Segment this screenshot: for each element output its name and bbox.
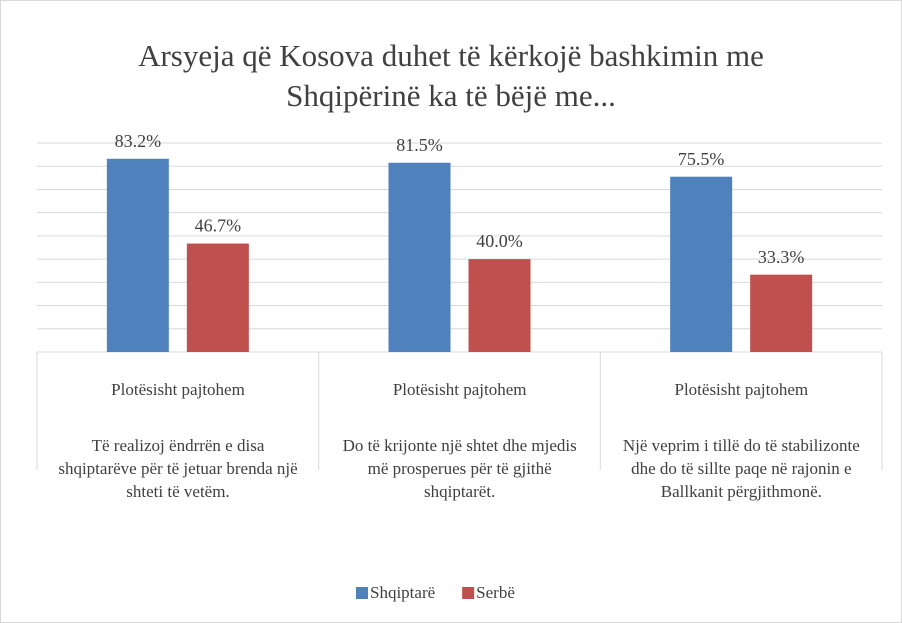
bar xyxy=(186,243,249,352)
bar xyxy=(750,274,813,352)
category-group-label: Të realizoj ëndrrën e disa shqiptarëve p… xyxy=(58,436,298,501)
category-cell: Plotësisht pajtohem Do të krijonte një sh… xyxy=(319,352,601,501)
data-label: 40.0% xyxy=(476,231,523,251)
data-label: 81.5% xyxy=(396,135,443,155)
legend-label: Serbë xyxy=(476,583,515,602)
category-cell: Plotësisht pajtohem Një veprim i tillë do… xyxy=(600,352,882,501)
category-group-label: Do të krijonte një shtet dhe mjedis më p… xyxy=(342,436,577,501)
data-label: 75.5% xyxy=(678,149,725,169)
category-group-label: Një veprim i tillë do të stabilizonte dh… xyxy=(622,436,860,501)
category-cell: Plotësisht pajtohem Të realizoj ëndrrën e… xyxy=(37,352,319,501)
bar xyxy=(468,259,531,352)
legend-swatch xyxy=(356,587,368,599)
bar xyxy=(388,162,451,352)
data-label: 83.2% xyxy=(115,131,162,151)
bar xyxy=(106,158,169,352)
chart-title: Arsyeja që Kosova duhet të kërkojë bashk… xyxy=(138,38,764,113)
legend-swatch xyxy=(462,587,475,599)
bar xyxy=(670,176,733,352)
legend-label: Shqiptarë xyxy=(370,583,435,602)
x-tick-label: Plotësisht pajtohem xyxy=(111,380,245,399)
x-tick-label: Plotësisht pajtohem xyxy=(674,380,809,399)
data-label: 33.3% xyxy=(758,247,805,267)
x-tick-label: Plotësisht pajtohem xyxy=(392,380,527,399)
data-label: 46.7% xyxy=(195,216,242,236)
